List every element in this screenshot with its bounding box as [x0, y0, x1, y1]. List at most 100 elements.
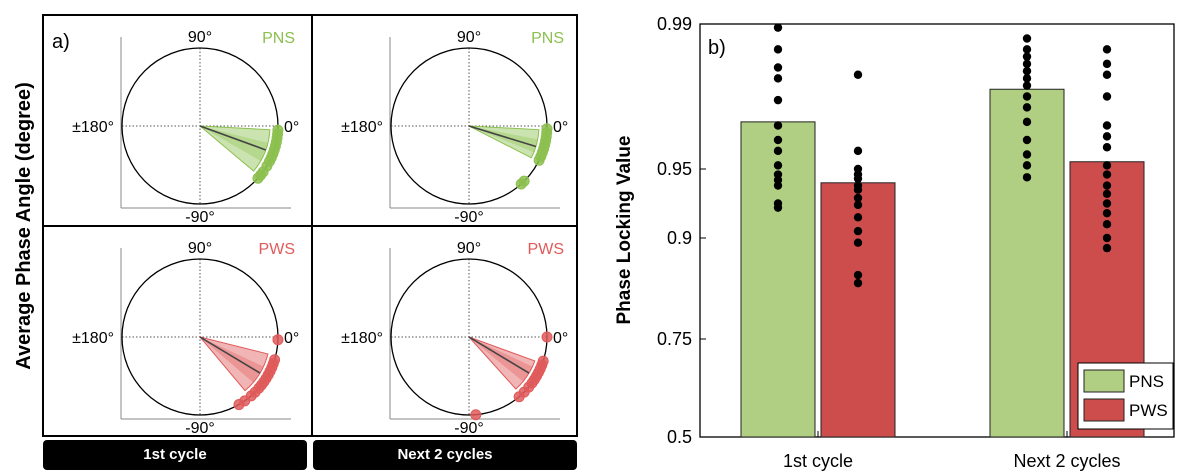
panel-a-ylabel: Average Phase Angle (degree) [13, 82, 35, 370]
polar-mean-vector [468, 336, 530, 374]
data-point [1102, 121, 1112, 130]
polar-cell-pws-1st-cycle: 90° -90° ±180° 0° PWS [72, 240, 299, 437]
data-point [1102, 208, 1112, 218]
data-point [773, 63, 783, 72]
polar-cell-pns-next-2-cycles: 90° -90° ±180° 0° PNS [341, 29, 568, 226]
data-point [1102, 45, 1112, 54]
data-point [773, 95, 783, 105]
data-point [1102, 243, 1112, 253]
polar-label-90: 90° [188, 240, 212, 257]
polar-data-point [533, 154, 545, 166]
bar-pns [989, 88, 1065, 438]
polar-data-point [272, 334, 284, 346]
panel-a-polar-grid: Average Phase Angle (degree) a) 90° -90° ±18… [13, 14, 578, 437]
data-point [853, 238, 863, 247]
data-point [1022, 81, 1032, 90]
data-point [853, 70, 863, 79]
polar-label-minus-90: -90° [454, 209, 484, 226]
polar-label-minus-90: -90° [185, 420, 215, 437]
data-point [853, 193, 863, 203]
polar-label-minus-90: -90° [454, 420, 484, 437]
data-point [1022, 92, 1032, 101]
polar-spread-wedge [468, 125, 540, 159]
data-point [1102, 199, 1112, 208]
data-point [1102, 70, 1112, 79]
polar-label-90: 90° [457, 29, 481, 46]
polar-inner-wedge [469, 337, 533, 382]
y-tick-label: 0.95 [657, 159, 692, 179]
panel-b-label: b) [708, 37, 726, 59]
data-point [1022, 173, 1032, 182]
polar-spread-wedge [198, 336, 269, 392]
polar-cell-pns-1st-cycle: 90° -90° ±180° 0° PNS [72, 29, 299, 226]
polar-inner-wedge [200, 126, 268, 161]
polar-label-90: 90° [188, 29, 212, 46]
polar-mean-vector [199, 336, 261, 374]
data-point [853, 278, 863, 288]
polar-label-0: 0° [284, 119, 299, 136]
data-point [1022, 150, 1032, 159]
polar-group-label: PWS [528, 241, 564, 258]
polar-group-label: PNS [531, 30, 564, 47]
data-point [773, 135, 783, 145]
plot-frame [699, 23, 1175, 438]
data-point [853, 174, 863, 183]
data-point [1102, 220, 1112, 229]
data-point [773, 161, 783, 170]
data-point [773, 146, 783, 156]
panel-b-bar-chart: 0.5 0.75 0.9 0.95 0.99 Phase Locking Value b) 1… [614, 14, 1175, 471]
data-point [1102, 132, 1112, 141]
polar-spread-wedge [198, 125, 271, 172]
data-point [773, 121, 783, 130]
data-point [1102, 161, 1112, 170]
data-point [1022, 135, 1032, 145]
data-point [1022, 103, 1032, 112]
data-point [773, 203, 783, 212]
polar-label-180: ±180° [341, 330, 383, 347]
data-point [773, 23, 783, 32]
data-point [853, 146, 863, 156]
data-point [1022, 117, 1032, 127]
polar-data-point [233, 399, 245, 411]
polar-label-minus-90: -90° [185, 209, 215, 226]
legend: PNS PWS [1077, 362, 1174, 430]
data-point [1022, 74, 1032, 83]
polar-label-180: ±180° [72, 330, 114, 347]
data-point [1102, 181, 1112, 190]
polar-label-0: 0° [284, 330, 299, 347]
x-tick-label: Next 2 cycles [1013, 451, 1120, 471]
polar-inner-wedge [200, 337, 264, 383]
data-point [853, 185, 863, 194]
y-tick-label: 0.5 [667, 427, 692, 447]
polar-mean-vector [199, 125, 267, 151]
polar-label-180: ±180° [341, 119, 383, 136]
data-point [1022, 66, 1032, 76]
data-point [1102, 143, 1112, 152]
data-point [853, 213, 863, 222]
data-point [853, 226, 863, 236]
data-point [1022, 161, 1032, 170]
polar-mean-vector [468, 125, 537, 148]
data-point [1102, 92, 1112, 101]
bar-pws [820, 182, 896, 438]
legend-label-pns: PNS [1129, 372, 1164, 391]
data-point [1022, 45, 1032, 54]
data-point [1022, 52, 1032, 61]
column-caption-next-2-cycles: Next 2 cycles [313, 440, 577, 470]
data-point [1102, 170, 1112, 179]
legend-swatch-pns [1083, 369, 1125, 393]
data-point [773, 181, 783, 190]
polar-data-point [252, 172, 264, 184]
column-caption-1st-cycle: 1st cycle [43, 440, 307, 470]
polar-data-point [513, 391, 525, 403]
polar-label-180: ±180° [72, 119, 114, 136]
polar-cell-pws-next-2-cycles: 90° -90° ±180° 0° PWS [341, 240, 568, 437]
y-tick-label: 0.99 [657, 14, 692, 34]
polar-label-0: 0° [553, 119, 568, 136]
polar-group-label: PNS [262, 30, 295, 47]
polar-spread-wedge [468, 336, 536, 390]
legend-label-pws: PWS [1129, 401, 1168, 420]
x-tick-label: 1st cycle [783, 451, 853, 471]
data-point [773, 45, 783, 54]
